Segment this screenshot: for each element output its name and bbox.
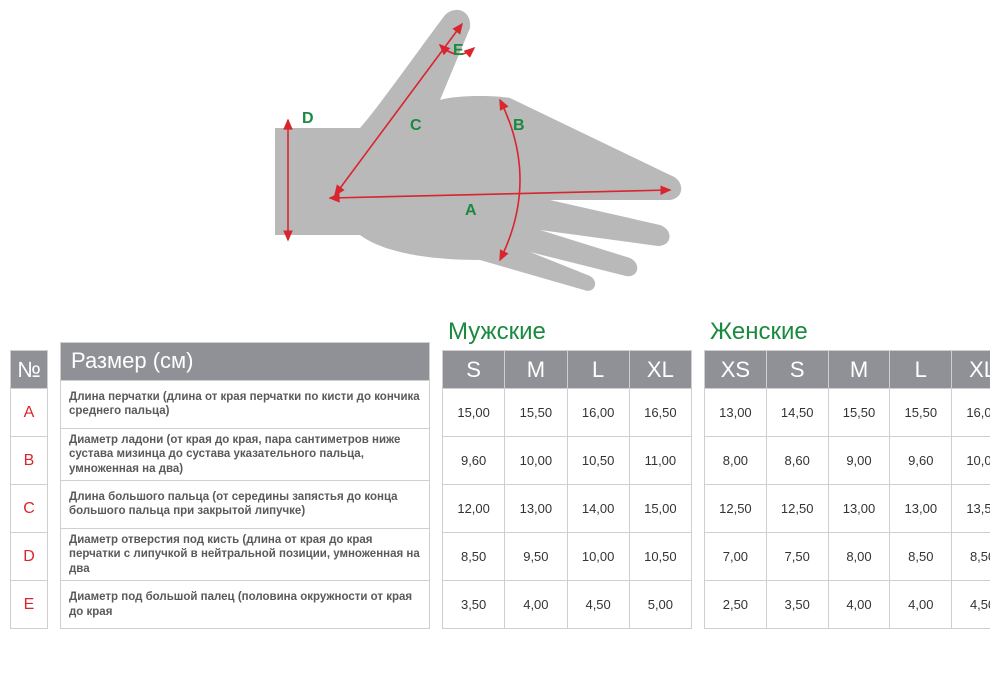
size-header: XL <box>629 351 691 389</box>
size-tables: № ABCDE Размер (см) Длина перчатки (длин… <box>0 310 990 649</box>
diagram-label: C <box>410 117 422 134</box>
size-value: 16,00 <box>952 389 990 437</box>
legend-letter: D <box>11 533 48 581</box>
size-header: XL <box>952 351 990 389</box>
size-value: 4,50 <box>567 581 629 629</box>
size-value: 15,00 <box>443 389 505 437</box>
measurement-description: Диаметр отверстия под кисть (длина от кр… <box>61 528 430 580</box>
size-header: M <box>828 351 890 389</box>
size-value: 4,00 <box>890 581 952 629</box>
size-value: 7,00 <box>705 533 767 581</box>
men-column: Мужские SMLXL 15,0015,5016,0016,509,6010… <box>442 318 692 629</box>
legend-column: № ABCDE <box>10 350 48 629</box>
size-value: 3,50 <box>766 581 828 629</box>
size-value: 7,50 <box>766 533 828 581</box>
size-value: 13,00 <box>705 389 767 437</box>
size-value: 10,00 <box>505 437 567 485</box>
size-value: 15,50 <box>828 389 890 437</box>
diagram-label: D <box>302 110 314 127</box>
size-value: 10,00 <box>567 533 629 581</box>
size-value: 13,00 <box>890 485 952 533</box>
size-value: 8,50 <box>443 533 505 581</box>
size-value: 10,50 <box>567 437 629 485</box>
size-value: 8,60 <box>766 437 828 485</box>
size-value: 3,50 <box>443 581 505 629</box>
women-title: Женские <box>710 318 990 346</box>
size-value: 14,50 <box>766 389 828 437</box>
measurement-description: Длина большого пальца (от середины запяс… <box>61 480 430 528</box>
diagram-label: A <box>465 202 477 219</box>
measurement-description: Длина перчатки (длина от края перчатки п… <box>61 380 430 428</box>
diagram-label: E <box>453 42 464 59</box>
description-column: Размер (см) Длина перчатки (длина от кра… <box>60 342 430 629</box>
size-value: 4,00 <box>828 581 890 629</box>
legend-letter: C <box>11 485 48 533</box>
size-value: 16,00 <box>567 389 629 437</box>
hand-silhouette <box>275 10 681 291</box>
size-value: 2,50 <box>705 581 767 629</box>
measurement-description: Диаметр ладони (от края до края, пара са… <box>61 428 430 480</box>
hand-measurement-diagram: A B C D E <box>0 0 990 310</box>
size-value: 14,00 <box>567 485 629 533</box>
description-header: Размер (см) <box>61 342 430 380</box>
size-value: 9,00 <box>828 437 890 485</box>
size-value: 9,60 <box>890 437 952 485</box>
size-value: 8,00 <box>828 533 890 581</box>
size-value: 15,50 <box>890 389 952 437</box>
legend-letter: E <box>11 581 48 629</box>
measurement-description: Диаметр под большой палец (половина окру… <box>61 581 430 629</box>
hand-svg: A B C D E <box>240 0 700 300</box>
size-value: 9,60 <box>443 437 505 485</box>
size-header: L <box>567 351 629 389</box>
size-header: S <box>443 351 505 389</box>
size-header: L <box>890 351 952 389</box>
size-value: 12,50 <box>705 485 767 533</box>
diagram-label: B <box>513 117 525 134</box>
legend-letter: A <box>11 389 48 437</box>
size-value: 4,50 <box>952 581 990 629</box>
size-value: 8,50 <box>952 533 990 581</box>
legend-letter: B <box>11 437 48 485</box>
size-value: 4,00 <box>505 581 567 629</box>
size-value: 13,50 <box>952 485 990 533</box>
size-value: 10,00 <box>952 437 990 485</box>
size-value: 8,50 <box>890 533 952 581</box>
size-value: 16,50 <box>629 389 691 437</box>
size-value: 12,50 <box>766 485 828 533</box>
legend-header: № <box>11 351 48 389</box>
size-value: 11,00 <box>629 437 691 485</box>
women-column: Женские XSSMLXL 13,0014,5015,5015,5016,0… <box>704 318 990 629</box>
size-header: M <box>505 351 567 389</box>
size-value: 9,50 <box>505 533 567 581</box>
size-header: S <box>766 351 828 389</box>
size-value: 10,50 <box>629 533 691 581</box>
size-value: 5,00 <box>629 581 691 629</box>
size-value: 8,00 <box>705 437 767 485</box>
size-value: 15,00 <box>629 485 691 533</box>
size-value: 13,00 <box>505 485 567 533</box>
size-value: 13,00 <box>828 485 890 533</box>
size-header: XS <box>705 351 767 389</box>
men-title: Мужские <box>448 318 692 346</box>
size-value: 12,00 <box>443 485 505 533</box>
size-value: 15,50 <box>505 389 567 437</box>
